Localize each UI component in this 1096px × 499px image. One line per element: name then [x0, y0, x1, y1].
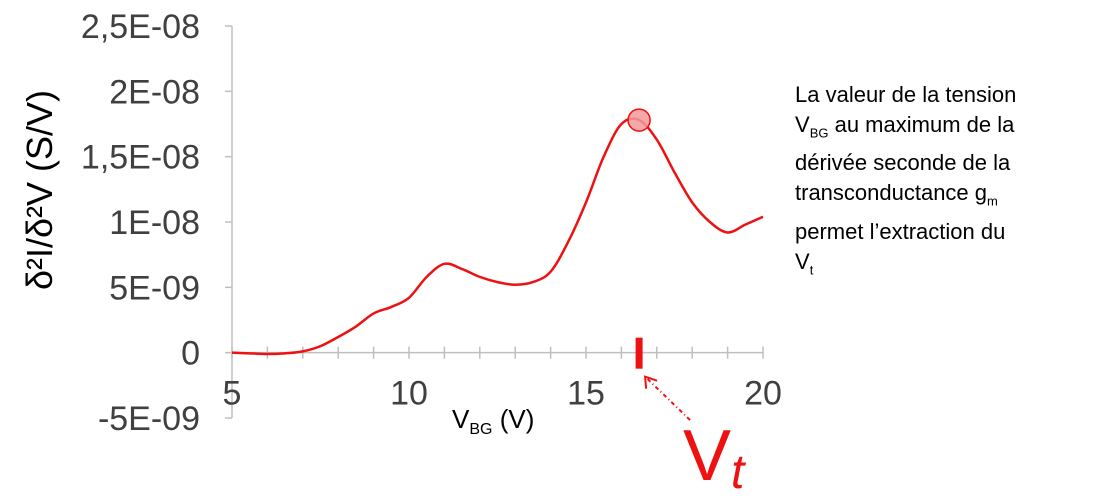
- series-line: [231, 117, 764, 356]
- vt-arrow: [644, 375, 691, 421]
- x-tick-label: 5: [223, 375, 242, 413]
- annotation-line-2: VBG au maximum de la: [795, 112, 1015, 141]
- x-tick-label: 15: [567, 375, 605, 413]
- y-tick-label: 0: [181, 335, 200, 373]
- vt-label-sub: t: [731, 446, 746, 499]
- x-tick-label: 20: [744, 375, 782, 413]
- annotation-text: La valeur de la tension VBG au maximum d…: [795, 80, 1095, 285]
- x-tick-label: 10: [390, 375, 428, 413]
- y-tick-label: 2,5E-08: [81, 8, 200, 46]
- y-tick-label: 5E-09: [109, 269, 200, 307]
- y-tick-label: 1,5E-08: [81, 139, 200, 177]
- x-axis-title-unit: (V): [492, 404, 534, 434]
- annotation-line-6: Vt: [795, 248, 814, 278]
- x-axis-title-main: V: [452, 404, 470, 434]
- x-axis-title: VBG (V): [452, 404, 534, 438]
- annotation-line-3: dérivée seconde de la: [795, 150, 1011, 176]
- annotation-line-1: La valeur de la tension: [795, 82, 1017, 107]
- vt-label: Vt: [683, 416, 746, 499]
- maximum-marker: [627, 108, 651, 132]
- y-tick-label: 1E-08: [109, 204, 200, 242]
- annotation-line-5: permet l’extraction du: [795, 218, 1006, 244]
- y-tick-label: -5E-09: [98, 400, 200, 438]
- x-axis-title-sub: BG: [469, 421, 492, 438]
- vt-arrowhead: [643, 375, 658, 389]
- y-tick-label: 2E-08: [109, 73, 200, 111]
- y-axis-title: δ²I/δ²V (S/V): [19, 90, 60, 290]
- x-axis: 5 10 15 20: [223, 346, 782, 413]
- annotation-line-4: transconductance gm: [795, 180, 998, 209]
- x-ticks: 5 10 15 20: [223, 346, 782, 413]
- vt-label-main: V: [683, 416, 731, 496]
- y-axis: -5E-09 0 5E-09 1E-08 1,5E-08 2E-08 2,5E-08: [81, 8, 233, 438]
- y-ticks: -5E-09 0 5E-09 1E-08 1,5E-08 2E-08 2,5E-08: [81, 8, 232, 438]
